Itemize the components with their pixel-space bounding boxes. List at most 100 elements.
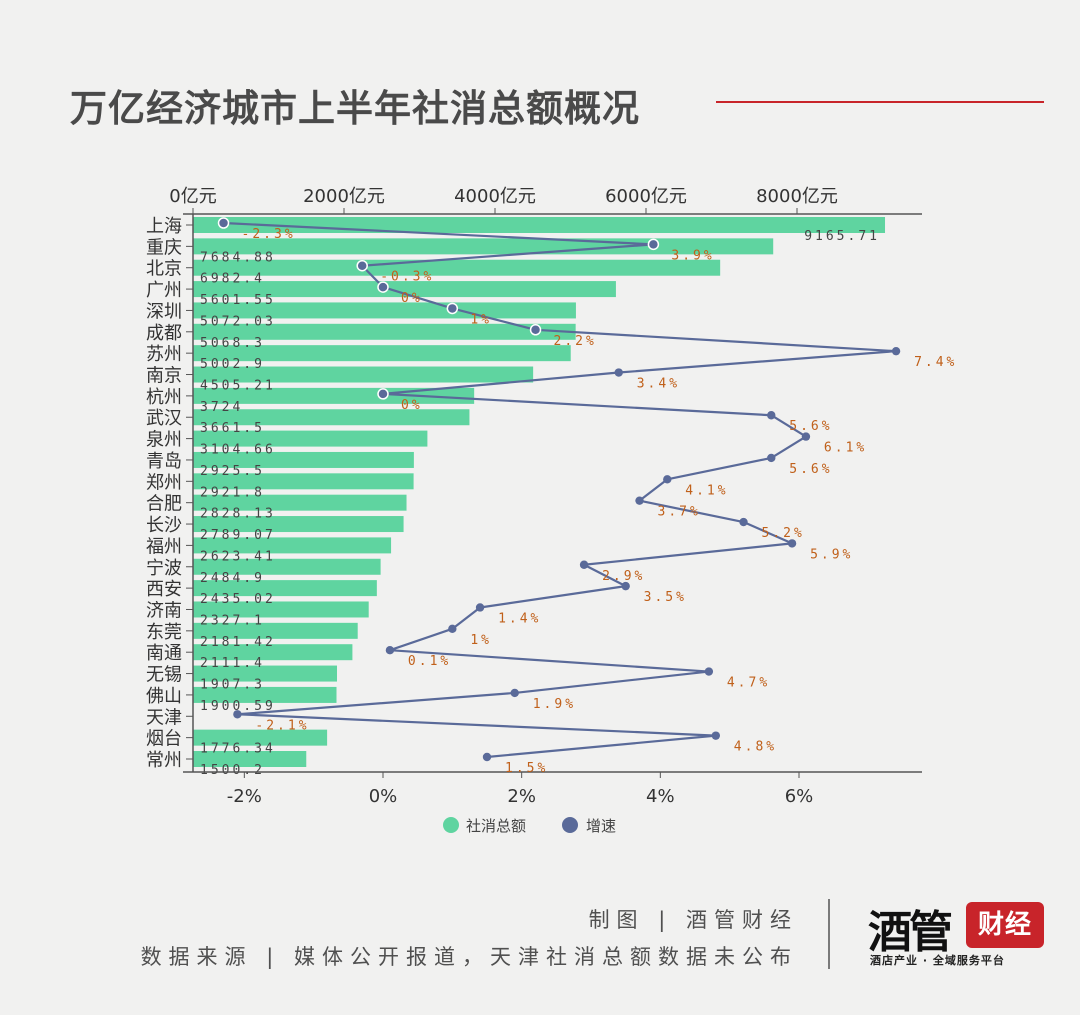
growth-label: 5.2% (762, 526, 805, 541)
category-label: 苏州 (146, 344, 182, 365)
category-label: 东莞 (146, 622, 182, 643)
growth-point-合肥 (635, 496, 644, 505)
growth-label: 1.5% (505, 761, 548, 776)
growth-label: 2.2% (554, 334, 597, 349)
bar-value-label: 5068.3 (200, 336, 265, 351)
bar-value-label: 5072.03 (200, 314, 276, 329)
legend: 社消总额 增速 (443, 817, 616, 835)
bar-南通 (193, 644, 353, 661)
growth-label: 3.9% (671, 248, 714, 263)
combo-chart: 9165.71 7684.88 6982.4 5601.55 5072.03 5068.3… (146, 186, 955, 835)
category-label: 深圳 (146, 301, 182, 322)
category-label: 广州 (146, 280, 182, 301)
growth-label: -2.1% (255, 718, 309, 733)
growth-point-深圳 (446, 302, 459, 315)
growth-point-南京 (614, 368, 623, 377)
legend-label-line: 增速 (586, 817, 616, 835)
bar-value-label: 2181.42 (200, 635, 276, 650)
category-label: 合肥 (146, 494, 182, 515)
category-label: 武汉 (146, 408, 182, 429)
bar-苏州 (193, 345, 571, 362)
growth-label: 1.9% (533, 697, 576, 712)
growth-point-青岛 (767, 453, 776, 463)
growth-label: 4.8% (734, 740, 777, 755)
growth-point-东莞 (448, 624, 457, 634)
bar-value-label: 2435.02 (200, 592, 276, 607)
legend-swatch-bar (443, 817, 459, 833)
title-rule (716, 101, 1044, 103)
bar-value-label: 2327.1 (200, 613, 265, 628)
category-label: 西安 (146, 579, 182, 600)
category-label: 福州 (146, 536, 182, 557)
bar-value-label: 1907.3 (200, 678, 265, 693)
bar-value-label: 2925.5 (200, 464, 265, 479)
line-value-labels: -2.3% 3.9% -0.3% 0% 1% 2.2% 7.4% 3.4% 0% 5.6% 6.1%… (242, 227, 955, 776)
category-label: 佛山 (146, 686, 182, 707)
growth-label: 0% (401, 398, 423, 413)
bar-武汉 (193, 409, 470, 426)
bar-value-label: 1500.2 (200, 763, 265, 778)
growth-point-烟台 (711, 731, 720, 740)
growth-point-无锡 (704, 667, 714, 676)
axes: 上海重庆北京广州深圳成都苏州南京杭州武汉泉州青岛郑州合肥长沙福州宁波西安济南东莞… (146, 186, 922, 807)
bar-value-label: 2789.07 (200, 528, 276, 543)
bar-value-label: 5601.55 (200, 293, 276, 308)
category-label: 天津 (146, 707, 182, 728)
top-tick-label: 6000亿元 (605, 186, 687, 207)
bar-value-label: 1900.59 (200, 699, 276, 714)
legend-swatch-line (562, 817, 578, 833)
bottom-tick-label: 6% (785, 786, 814, 807)
footer-source: 数据来源 | 媒体公开报道，天津社消总额数据未公布 (140, 945, 798, 969)
bar-常州 (193, 751, 307, 767)
top-tick-label: 2000亿元 (303, 186, 385, 207)
growth-label: 1.4% (498, 611, 541, 626)
bar-value-label: 1776.34 (200, 742, 276, 757)
category-label: 青岛 (146, 451, 182, 472)
bar-西安 (193, 580, 377, 597)
growth-label: 3.7% (658, 505, 701, 520)
bar-value-label: 6982.4 (200, 272, 265, 287)
growth-line (223, 221, 898, 759)
bar-value-label: 5002.9 (200, 357, 265, 372)
bar-value-label: 2828.13 (200, 507, 276, 522)
brand-logo: 酒管 财经 酒店产业 · 全域服务平台 (866, 900, 1048, 970)
growth-point-郑州 (663, 475, 672, 484)
bottom-tick-label: 2% (507, 786, 536, 807)
growth-point-福州 (787, 539, 797, 548)
growth-label: 0% (401, 291, 423, 306)
bar-value-label: 4505.21 (200, 379, 276, 394)
category-label: 烟台 (146, 729, 182, 750)
growth-label: -2.3% (242, 227, 296, 242)
growth-label: 1% (470, 633, 492, 648)
growth-label: 0.1% (408, 654, 451, 669)
bar-广州 (193, 281, 616, 298)
bar-福州 (193, 537, 392, 554)
bar-value-label: 2921.8 (200, 485, 265, 500)
category-label: 北京 (146, 259, 182, 280)
top-tick-label: 0亿元 (169, 186, 216, 207)
growth-point-天津 (233, 710, 242, 719)
growth-point-佛山 (510, 688, 519, 698)
growth-point-北京 (356, 259, 368, 272)
bottom-tick-label: 0% (369, 786, 398, 807)
growth-point-广州 (377, 281, 389, 293)
growth-point-杭州 (377, 388, 389, 400)
category-label: 郑州 (146, 472, 182, 493)
bar-济南 (193, 601, 369, 618)
growth-point-上海 (217, 217, 230, 229)
growth-label: 6.1% (824, 441, 867, 456)
bar-郑州 (193, 473, 414, 490)
growth-point-泉州 (801, 432, 811, 441)
bar-value-label: 2484.9 (200, 571, 265, 586)
growth-label: -0.3% (380, 270, 434, 285)
growth-point-南通 (385, 646, 395, 655)
bar-烟台 (193, 729, 328, 746)
bar-value-label: 7684.88 (200, 250, 276, 265)
bar-value-label: 2111.4 (200, 656, 265, 671)
bar-南京 (193, 366, 534, 383)
growth-point-成都 (529, 324, 542, 336)
growth-label: 3.5% (644, 590, 687, 605)
logo-wordmark: 酒管 (868, 907, 953, 958)
top-tick-label: 4000亿元 (454, 186, 536, 207)
bar-合肥 (193, 494, 407, 511)
